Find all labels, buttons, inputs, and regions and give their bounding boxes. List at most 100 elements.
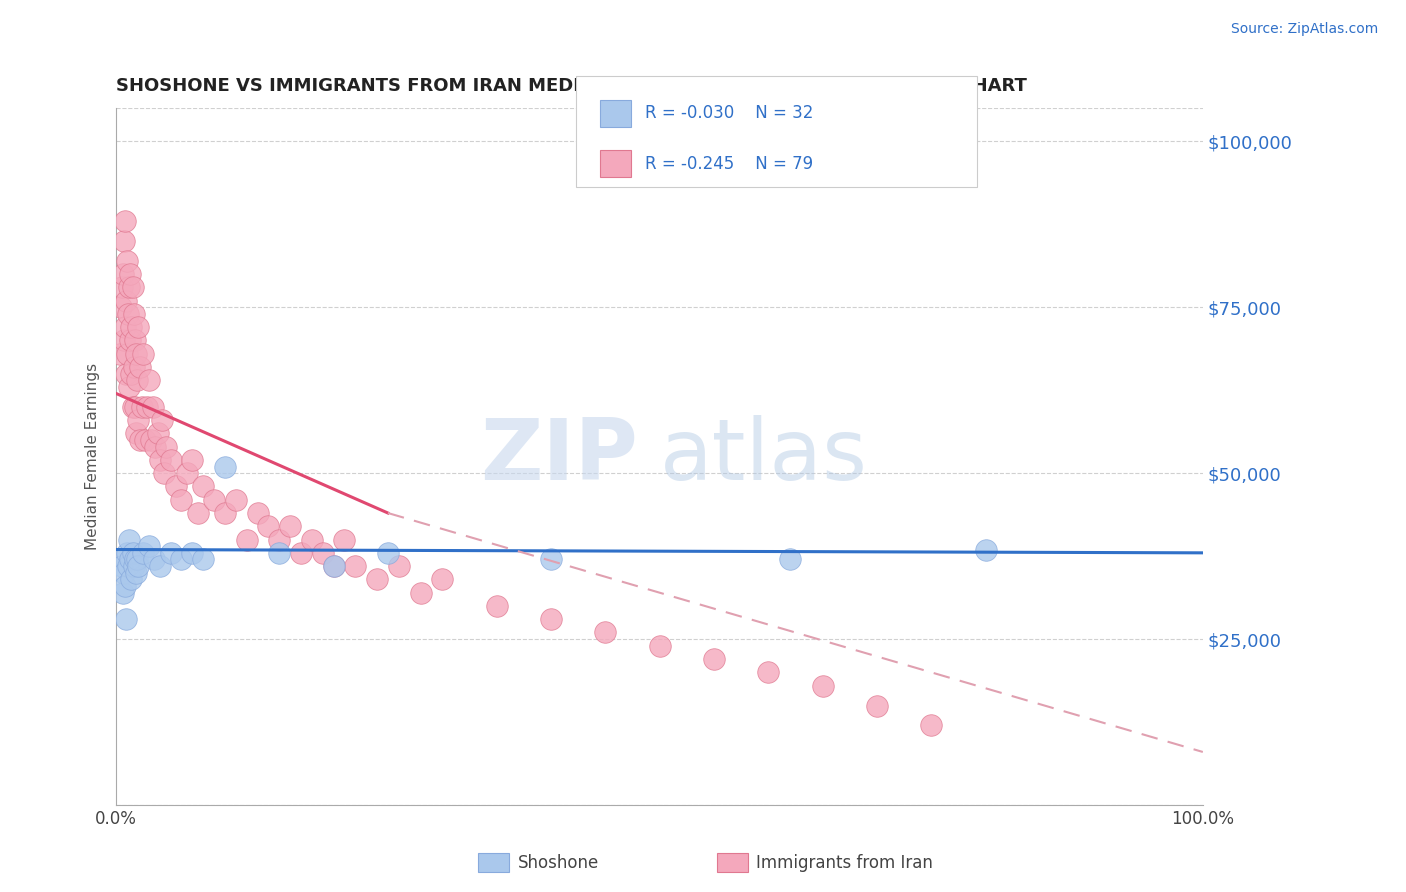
- Point: [122, 307, 145, 321]
- Point: [540, 612, 562, 626]
- Point: [115, 293, 138, 308]
- Point: [121, 320, 143, 334]
- Point: [322, 559, 344, 574]
- Point: [235, 533, 257, 547]
- Point: [322, 559, 344, 574]
- Point: [269, 533, 291, 547]
- Point: [115, 253, 138, 268]
- Point: [129, 359, 152, 374]
- Text: Source: ZipAtlas.com: Source: ZipAtlas.com: [1230, 22, 1378, 37]
- Point: [114, 320, 136, 334]
- Point: [117, 559, 139, 574]
- Point: [703, 652, 725, 666]
- Point: [149, 453, 172, 467]
- Point: [115, 612, 138, 626]
- Point: [118, 533, 141, 547]
- Text: R = -0.030    N = 32: R = -0.030 N = 32: [645, 104, 814, 122]
- Point: [377, 546, 399, 560]
- Point: [121, 573, 143, 587]
- Point: [278, 519, 301, 533]
- Point: [269, 546, 291, 560]
- Point: [132, 347, 155, 361]
- Point: [593, 625, 616, 640]
- Point: [118, 280, 141, 294]
- Point: [125, 373, 148, 387]
- Point: [108, 347, 131, 361]
- Point: [779, 552, 801, 566]
- Point: [153, 466, 176, 480]
- Point: [120, 267, 142, 281]
- Point: [110, 300, 132, 314]
- Point: [124, 400, 146, 414]
- Point: [134, 433, 156, 447]
- Point: [125, 552, 148, 566]
- Point: [138, 373, 160, 387]
- Point: [149, 559, 172, 574]
- Point: [540, 552, 562, 566]
- Point: [193, 479, 215, 493]
- Point: [344, 559, 367, 574]
- Point: [111, 280, 134, 294]
- Point: [124, 552, 146, 566]
- Point: [139, 433, 162, 447]
- Point: [312, 546, 335, 560]
- Point: [138, 539, 160, 553]
- Point: [165, 479, 187, 493]
- Text: Immigrants from Iran: Immigrants from Iran: [756, 854, 934, 871]
- Point: [127, 320, 149, 334]
- Point: [112, 566, 135, 580]
- Point: [127, 413, 149, 427]
- Point: [214, 459, 236, 474]
- Point: [170, 552, 193, 566]
- Point: [409, 585, 432, 599]
- Point: [159, 546, 181, 560]
- Point: [108, 552, 131, 566]
- Point: [159, 453, 181, 467]
- Point: [176, 466, 198, 480]
- Point: [125, 347, 148, 361]
- Point: [432, 573, 454, 587]
- Point: [127, 559, 149, 574]
- Point: [121, 280, 143, 294]
- Point: [115, 367, 138, 381]
- Point: [125, 566, 148, 580]
- Point: [135, 400, 157, 414]
- Text: R = -0.245    N = 79: R = -0.245 N = 79: [645, 154, 814, 172]
- Point: [125, 426, 148, 441]
- Point: [202, 492, 225, 507]
- Point: [120, 334, 142, 348]
- Point: [811, 679, 834, 693]
- Point: [920, 718, 942, 732]
- Point: [145, 440, 167, 454]
- Point: [648, 639, 671, 653]
- Point: [193, 552, 215, 566]
- Point: [122, 359, 145, 374]
- Point: [146, 426, 169, 441]
- Point: [121, 367, 143, 381]
- Point: [143, 552, 166, 566]
- Point: [756, 665, 779, 680]
- Point: [246, 506, 269, 520]
- Point: [122, 559, 145, 574]
- Point: [333, 533, 356, 547]
- Point: [111, 585, 134, 599]
- Point: [131, 400, 153, 414]
- Point: [129, 433, 152, 447]
- Point: [124, 334, 146, 348]
- Point: [111, 267, 134, 281]
- Point: [225, 492, 247, 507]
- Point: [214, 506, 236, 520]
- Point: [132, 546, 155, 560]
- Point: [112, 234, 135, 248]
- Y-axis label: Median Female Earnings: Median Female Earnings: [86, 363, 100, 550]
- Point: [170, 492, 193, 507]
- Text: Shoshone: Shoshone: [517, 854, 599, 871]
- Point: [112, 334, 135, 348]
- Point: [257, 519, 280, 533]
- Point: [974, 542, 997, 557]
- Point: [290, 546, 312, 560]
- Text: atlas: atlas: [659, 415, 868, 498]
- Point: [120, 552, 142, 566]
- Text: SHOSHONE VS IMMIGRANTS FROM IRAN MEDIAN FEMALE EARNINGS CORRELATION CHART: SHOSHONE VS IMMIGRANTS FROM IRAN MEDIAN …: [117, 78, 1028, 95]
- Point: [114, 579, 136, 593]
